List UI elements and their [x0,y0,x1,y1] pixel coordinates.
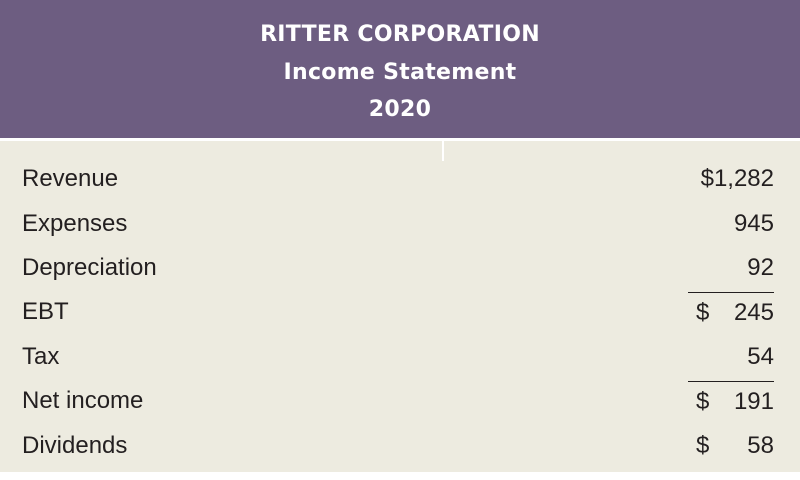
statement-header: RITTER CORPORATION Income Statement 2020 [0,0,800,138]
row-label: Tax [22,343,60,370]
row-amount: $1,282 [700,165,774,192]
statement-title: Income Statement [283,60,517,85]
row-amount: 54 [747,343,774,370]
row-value: $1,282 [688,159,774,199]
row-amount: 92 [747,254,774,281]
row-label: Expenses [22,210,128,237]
row-revenue: Revenue $1,282 [0,159,800,199]
statement-year: 2020 [368,97,432,122]
row-amount: 58 [747,432,774,459]
row-label: Dividends [22,432,128,459]
row-amount: 945 [733,210,774,237]
row-value: 92 [688,248,774,288]
currency-symbol: $ [696,432,710,459]
currency-symbol: $ [696,388,710,415]
row-expenses: Expenses 945 [0,204,800,244]
row-dividends: Dividends $ 58 [0,426,800,466]
row-value: 945 [688,204,774,244]
row-value: $ 58 [688,426,774,466]
row-value: 54 [688,337,774,377]
row-label: Revenue [22,165,119,192]
currency-symbol: $ [696,299,710,326]
row-amount: 191 [733,388,774,415]
row-value: $ 191 [688,381,774,421]
row-depreciation: Depreciation 92 [0,248,800,288]
row-ebt: EBT $ 245 [0,292,800,332]
row-tax: Tax 54 [0,337,800,377]
row-label: Depreciation [22,254,157,281]
row-net-income: Net income $ 191 [0,381,800,421]
statement-body: Revenue $1,282 Expenses 945 Depreciation… [0,138,800,472]
row-value: $ 245 [688,292,774,332]
row-label: Net income [22,387,144,414]
row-amount: 245 [733,299,774,326]
column-divider [442,141,444,161]
row-label: EBT [22,298,69,325]
company-name: RITTER CORPORATION [260,22,540,47]
